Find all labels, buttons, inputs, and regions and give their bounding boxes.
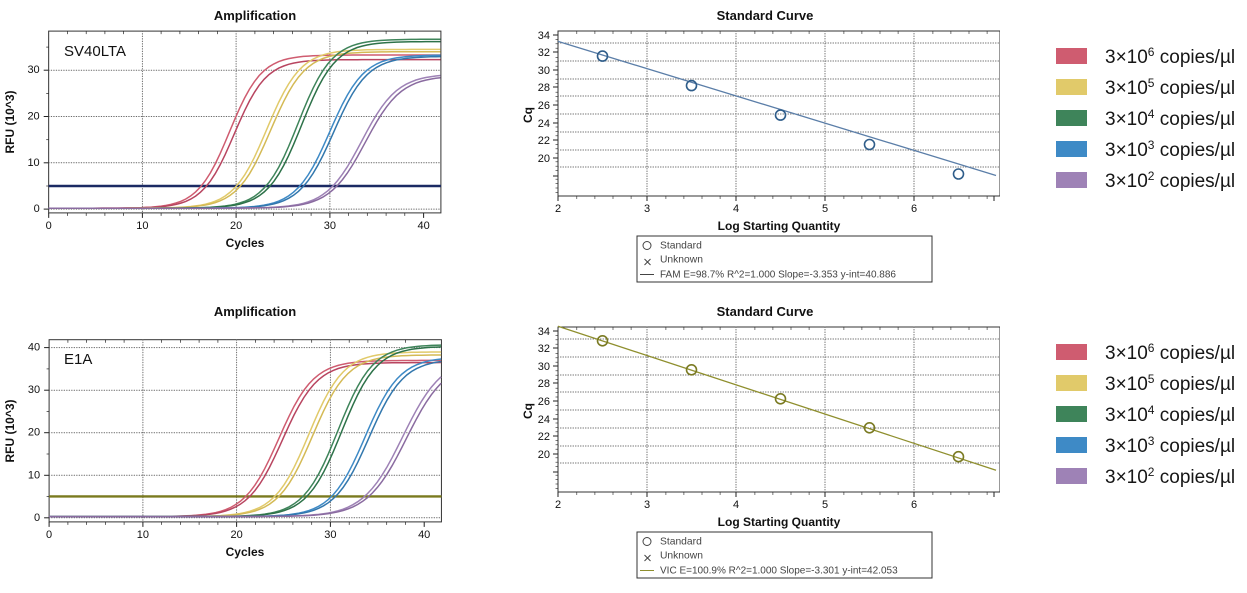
svg-text:10: 10	[27, 157, 39, 169]
svg-text:3×103 copies/µl: 3×103 copies/µl	[1105, 434, 1235, 457]
svg-text:4: 4	[733, 203, 739, 215]
svg-text:3: 3	[644, 203, 650, 215]
svg-text:30: 30	[538, 361, 550, 373]
svg-text:Standard: Standard	[660, 241, 702, 252]
svg-text:30: 30	[538, 65, 550, 77]
svg-text:Amplification: Amplification	[214, 304, 296, 319]
svg-text:28: 28	[538, 378, 550, 390]
svg-text:0: 0	[46, 529, 52, 541]
svg-text:3×105 copies/µl: 3×105 copies/µl	[1105, 76, 1235, 99]
svg-text:26: 26	[538, 396, 550, 408]
svg-text:Cq: Cq	[521, 403, 535, 419]
svg-text:E1A: E1A	[64, 351, 92, 368]
svg-text:RFU (10^3): RFU (10^3)	[3, 90, 17, 153]
svg-text:Standard: Standard	[660, 537, 702, 548]
svg-text:3×102 copies/µl: 3×102 copies/µl	[1105, 465, 1235, 488]
svg-text:20: 20	[538, 449, 550, 461]
svg-text:24: 24	[538, 414, 550, 426]
svg-text:3×105 copies/µl: 3×105 copies/µl	[1105, 372, 1235, 395]
svg-text:20: 20	[538, 153, 550, 165]
svg-text:0: 0	[46, 220, 52, 232]
svg-text:26: 26	[538, 100, 550, 112]
svg-text:5: 5	[822, 203, 828, 215]
svg-text:30: 30	[324, 529, 336, 541]
svg-text:34: 34	[538, 30, 550, 42]
svg-text:Log Starting Quantity: Log Starting Quantity	[718, 515, 841, 529]
svg-text:22: 22	[538, 135, 550, 147]
svg-text:0: 0	[34, 512, 40, 524]
svg-text:30: 30	[27, 64, 39, 76]
svg-text:5: 5	[822, 499, 828, 511]
svg-text:32: 32	[538, 47, 550, 59]
svg-text:3×106 copies/µl: 3×106 copies/µl	[1105, 45, 1235, 68]
svg-text:20: 20	[230, 529, 242, 541]
svg-text:Cycles: Cycles	[226, 545, 265, 559]
svg-text:40: 40	[418, 529, 430, 541]
svg-text:Amplification: Amplification	[214, 8, 296, 23]
svg-text:3×106 copies/µl: 3×106 copies/µl	[1105, 341, 1235, 364]
svg-text:SV40LTA: SV40LTA	[64, 43, 126, 60]
svg-text:6: 6	[911, 203, 917, 215]
svg-text:20: 20	[28, 427, 40, 439]
svg-text:0: 0	[34, 203, 40, 215]
svg-text:4: 4	[733, 499, 739, 511]
svg-text:Standard Curve: Standard Curve	[717, 304, 814, 319]
svg-text:3: 3	[644, 499, 650, 511]
svg-text:32: 32	[538, 343, 550, 355]
svg-text:24: 24	[538, 118, 550, 130]
svg-text:Standard Curve: Standard Curve	[717, 8, 814, 23]
svg-text:34: 34	[538, 326, 550, 338]
svg-text:RFU (10^3): RFU (10^3)	[3, 399, 17, 462]
svg-text:3×104 copies/µl: 3×104 copies/µl	[1105, 403, 1235, 426]
svg-text:2: 2	[555, 499, 561, 511]
svg-text:3×103 copies/µl: 3×103 copies/µl	[1105, 138, 1235, 161]
svg-text:Log Starting Quantity: Log Starting Quantity	[718, 219, 841, 233]
svg-text:6: 6	[911, 499, 917, 511]
svg-text:3×104 copies/µl: 3×104 copies/µl	[1105, 107, 1235, 130]
svg-text:3×102 copies/µl: 3×102 copies/µl	[1105, 169, 1235, 192]
svg-text:40: 40	[28, 342, 40, 354]
svg-text:VIC E=100.9% R^2=1.000 Slop: VIC E=100.9% R^2=1.000 Slope=-3.301 y-in…	[660, 566, 898, 577]
svg-text:30: 30	[28, 384, 40, 396]
svg-text:20: 20	[27, 111, 39, 123]
svg-text:40: 40	[417, 220, 429, 232]
svg-text:20: 20	[230, 220, 242, 232]
svg-text:10: 10	[136, 220, 148, 232]
svg-text:10: 10	[137, 529, 149, 541]
svg-text:Cycles: Cycles	[226, 236, 265, 250]
svg-text:FAM E=98.7% R^2=1.000 Slope=: FAM E=98.7% R^2=1.000 Slope=-3.353 y-int…	[660, 270, 896, 281]
svg-text:10: 10	[28, 469, 40, 481]
svg-text:Unknown: Unknown	[660, 551, 703, 562]
svg-text:28: 28	[538, 82, 550, 94]
svg-text:Unknown: Unknown	[660, 255, 703, 266]
svg-text:22: 22	[538, 431, 550, 443]
svg-text:Cq: Cq	[521, 107, 535, 123]
svg-text:2: 2	[555, 203, 561, 215]
svg-text:30: 30	[324, 220, 336, 232]
